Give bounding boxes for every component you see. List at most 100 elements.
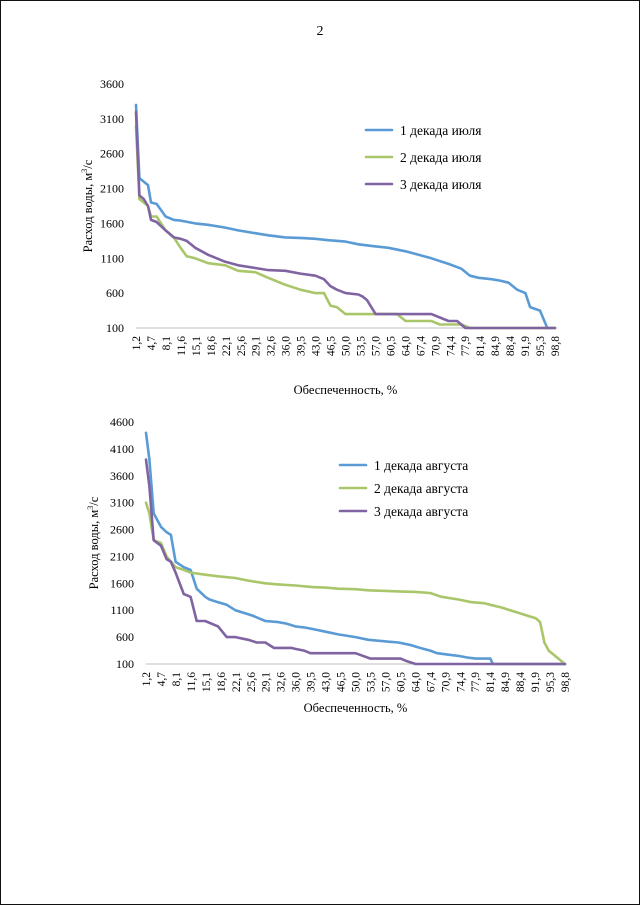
y-axis-label: Расход воды, м3/с (80, 159, 95, 252)
x-tick-label: 53,5 (355, 336, 367, 356)
series-lines (144, 431, 567, 666)
x-tick-label: 70,9 (440, 672, 452, 692)
x-tick-label: 43,0 (311, 336, 323, 356)
x-tick-label: 39,5 (296, 336, 308, 356)
y-tick-label: 4600 (110, 415, 134, 429)
x-tick-label: 98,8 (550, 336, 562, 356)
x-tick-label: 74,4 (445, 336, 457, 356)
x-tick-label: 95,3 (535, 336, 547, 356)
series-line-1 (144, 431, 567, 666)
x-tick-label: 43,0 (321, 672, 333, 692)
x-tick-label: 98,8 (560, 672, 572, 692)
x-axis-label: Обеспеченность, % (294, 383, 398, 397)
x-tick-label: 57,0 (370, 336, 382, 356)
y-tick-label: 2100 (100, 182, 124, 196)
y-tick-labels: 100 600 1100 1600 2100 2600 3100 3600 (100, 77, 124, 335)
x-tick-label: 22,1 (231, 672, 243, 692)
x-tick-label: 77,9 (470, 672, 482, 692)
x-tick-label: 60,5 (385, 336, 397, 356)
y-tick-label: 1100 (110, 603, 134, 617)
x-tick-label: 64,0 (410, 672, 422, 692)
y-tick-label: 3600 (100, 77, 124, 91)
y-tick-labels: 100 600 1100 1600 2100 2600 3100 3600 4100 4600 (110, 415, 134, 671)
x-tick-label: 25,6 (236, 336, 248, 356)
legend-label-3: 3 декада июля (400, 177, 482, 192)
y-tick-label: 4100 (110, 442, 134, 456)
x-tick-label: 8,1 (171, 672, 183, 687)
x-tick-label: 81,4 (475, 336, 487, 356)
x-tick-label: 4,7 (156, 672, 168, 687)
x-tick-label: 32,6 (266, 336, 278, 356)
series-line-2 (144, 501, 567, 666)
x-tick-label: 81,4 (485, 672, 497, 692)
y-tick-label: 100 (116, 657, 134, 671)
x-tick-label: 36,0 (291, 672, 303, 692)
x-tick-label: 57,0 (380, 672, 392, 692)
x-tick-label: 60,5 (395, 672, 407, 692)
x-tick-label: 53,5 (365, 672, 377, 692)
y-tick-label: 2600 (100, 147, 124, 161)
x-tick-label: 11,6 (186, 672, 198, 692)
x-tick-label: 50,0 (351, 672, 363, 692)
x-tick-label: 74,4 (455, 672, 467, 692)
x-tick-label: 95,3 (545, 672, 557, 692)
series-lines (134, 103, 557, 330)
series-line-3 (134, 110, 557, 330)
x-tick-label: 15,1 (191, 336, 203, 356)
x-tick-label: 91,9 (520, 336, 532, 356)
y-tick-label: 2600 (110, 523, 134, 537)
x-tick-label: 8,1 (161, 336, 173, 351)
x-tick-label: 1,2 (131, 336, 143, 351)
x-tick-label: 67,4 (425, 672, 437, 692)
x-axis-label: Обеспеченность, % (304, 701, 408, 715)
x-tick-label: 1,2 (141, 672, 153, 687)
y-tick-label: 600 (106, 286, 124, 300)
y-tick-label: 1600 (100, 216, 124, 230)
y-tick-label: 1100 (100, 251, 124, 265)
x-tick-label: 50,0 (341, 336, 353, 356)
legend-label-3: 3 декада августа (374, 504, 468, 519)
series-line-2 (134, 124, 557, 330)
series-line-3 (144, 458, 567, 666)
series-line-1 (134, 103, 557, 330)
legend-label-1: 1 декада августа (374, 458, 468, 473)
x-tick-label: 18,6 (216, 672, 228, 692)
legend-label-1: 1 декада июля (400, 123, 482, 138)
y-tick-label: 1600 (110, 576, 134, 590)
x-tick-label: 25,6 (246, 672, 258, 692)
x-tick-label: 67,4 (415, 336, 427, 356)
y-tick-label: 3100 (110, 496, 134, 510)
y-tick-label: 3600 (110, 469, 134, 483)
x-tick-label: 70,9 (430, 336, 442, 356)
chart-august: 100 600 1100 1600 2100 2600 3100 3600 4100 4600 1… (86, 415, 572, 715)
x-tick-label: 77,9 (460, 336, 472, 356)
y-axis-label: Расход воды, м3/с (86, 496, 101, 589)
x-tick-label: 22,1 (221, 336, 233, 356)
x-tick-label: 29,1 (251, 336, 263, 356)
x-tick-label: 91,9 (530, 672, 542, 692)
x-tick-label: 84,9 (490, 336, 502, 356)
page-number: 2 (316, 24, 324, 39)
x-tick-label: 39,5 (306, 672, 318, 692)
x-tick-label: 32,6 (276, 672, 288, 692)
x-tick-label: 18,6 (206, 336, 218, 356)
x-tick-label: 46,5 (326, 336, 338, 356)
x-tick-label: 88,4 (515, 672, 527, 692)
x-tick-label: 64,0 (400, 336, 412, 356)
legend-label-2: 2 декада июля (400, 150, 482, 165)
x-tick-label: 46,5 (336, 672, 348, 692)
legend: 1 декада августа 2 декада августа 3 декада… (338, 458, 468, 519)
y-tick-label: 3100 (100, 112, 124, 126)
y-tick-label: 600 (116, 630, 134, 644)
x-tick-labels: 1,2 4,7 8,1 11,6 15,1 18,6 22,1 25,6 29,1 32,6 36,… (131, 336, 562, 356)
legend: 1 декада июля 2 декада июля 3 декада июля (364, 123, 482, 192)
y-tick-label: 100 (106, 321, 124, 335)
x-tick-label: 84,9 (500, 672, 512, 692)
y-tick-label: 2100 (110, 549, 134, 563)
x-tick-label: 4,7 (146, 336, 158, 351)
x-tick-label: 15,1 (201, 672, 213, 692)
chart-july: 100 600 1100 1600 2100 2600 3100 3600 1,2 4,7 8,1… (80, 77, 562, 397)
x-tick-label: 36,0 (281, 336, 293, 356)
x-tick-label: 29,1 (261, 672, 273, 692)
x-tick-label: 88,4 (505, 336, 517, 356)
